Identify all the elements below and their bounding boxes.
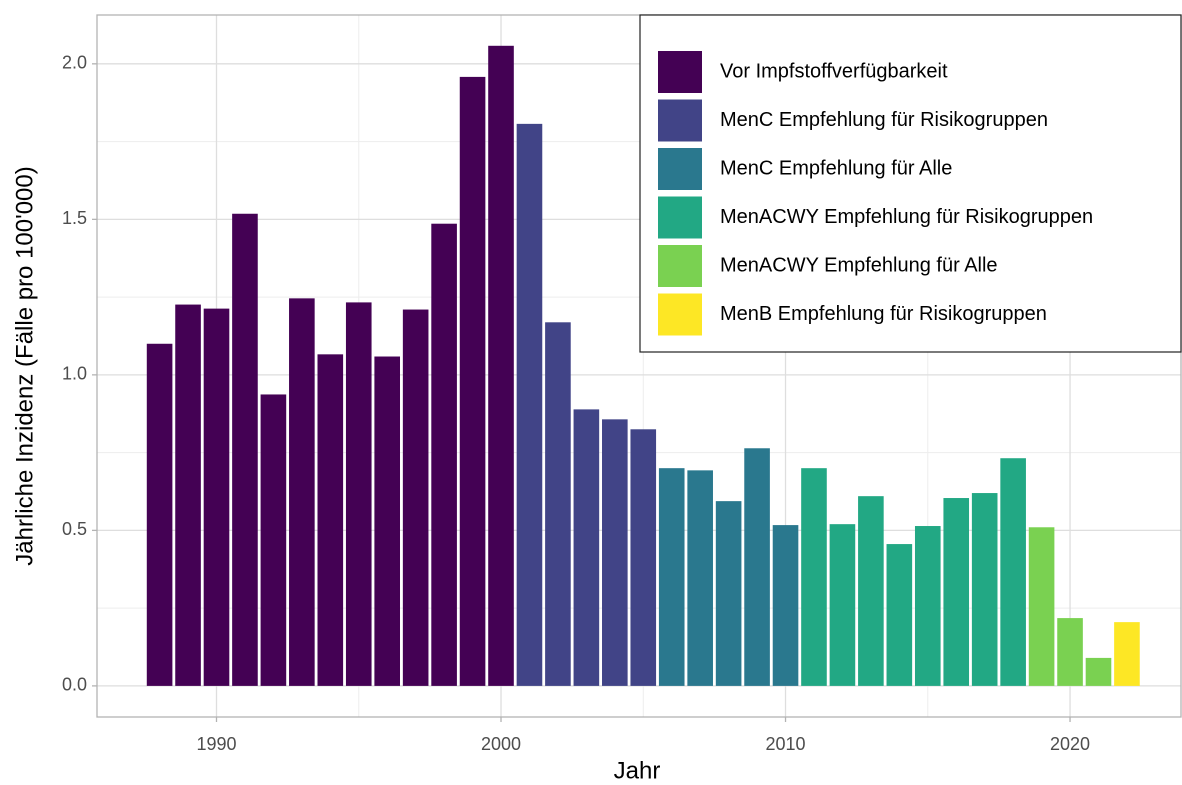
bar — [886, 544, 913, 686]
bar — [232, 213, 258, 686]
bar — [203, 308, 230, 686]
bar — [1057, 618, 1083, 686]
legend-label: MenC Empfehlung für Risikogruppen — [720, 109, 1048, 131]
bar — [744, 448, 770, 686]
bar — [630, 429, 657, 686]
legend-key — [658, 51, 702, 93]
bar — [459, 76, 486, 686]
bar — [801, 468, 827, 686]
y-tick-label: 1.0 — [62, 364, 87, 384]
x-tick-label: 2000 — [481, 734, 521, 754]
x-tick-label: 1990 — [196, 734, 236, 754]
y-tick-label: 0.5 — [62, 519, 87, 539]
legend-key — [658, 196, 702, 239]
legend-label: MenB Empfehlung für Risikogruppen — [720, 303, 1047, 325]
legend-key — [658, 245, 702, 287]
bar — [345, 302, 372, 686]
bar — [1114, 622, 1140, 686]
bar — [914, 526, 941, 686]
bar — [858, 496, 884, 686]
bar — [715, 501, 742, 686]
bar — [943, 498, 970, 686]
legend-label: MenACWY Empfehlung für Alle — [720, 254, 998, 276]
bar — [971, 493, 998, 686]
bar — [829, 524, 856, 686]
x-axis-title: Jahr — [614, 757, 661, 784]
bar — [772, 525, 799, 686]
y-tick-label: 0.0 — [62, 675, 87, 695]
bar — [1000, 458, 1026, 686]
bar — [374, 356, 401, 686]
bar — [1028, 527, 1055, 686]
bar — [431, 223, 457, 686]
legend-box — [639, 14, 1182, 353]
bar — [289, 298, 315, 686]
bar — [402, 309, 429, 686]
y-tick-label: 1.5 — [62, 208, 87, 228]
legend-key — [658, 148, 702, 190]
legend-label: Vor Impfstoffverfügbarkeit — [720, 60, 948, 82]
legend-key — [658, 99, 702, 142]
legend-label: MenC Empfehlung für Alle — [720, 157, 952, 179]
bar — [687, 470, 713, 686]
bar — [260, 394, 287, 686]
bar — [175, 304, 201, 686]
bar — [545, 322, 571, 686]
bar — [658, 468, 685, 686]
legend-key — [658, 293, 702, 336]
bar — [602, 419, 628, 686]
bar — [1085, 657, 1112, 686]
bar — [573, 409, 600, 686]
bar — [488, 45, 514, 686]
legend-label: MenACWY Empfehlung für Risikogruppen — [720, 206, 1093, 228]
bar — [146, 343, 173, 686]
bar — [317, 354, 344, 686]
y-axis-title: Jährliche Inzidenz (Fälle pro 100'000) — [11, 166, 38, 565]
y-tick-label: 2.0 — [62, 53, 87, 73]
x-tick-label: 2020 — [1050, 734, 1090, 754]
bar — [516, 123, 543, 686]
panel-border — [96, 14, 1182, 718]
x-tick-label: 2010 — [766, 734, 806, 754]
